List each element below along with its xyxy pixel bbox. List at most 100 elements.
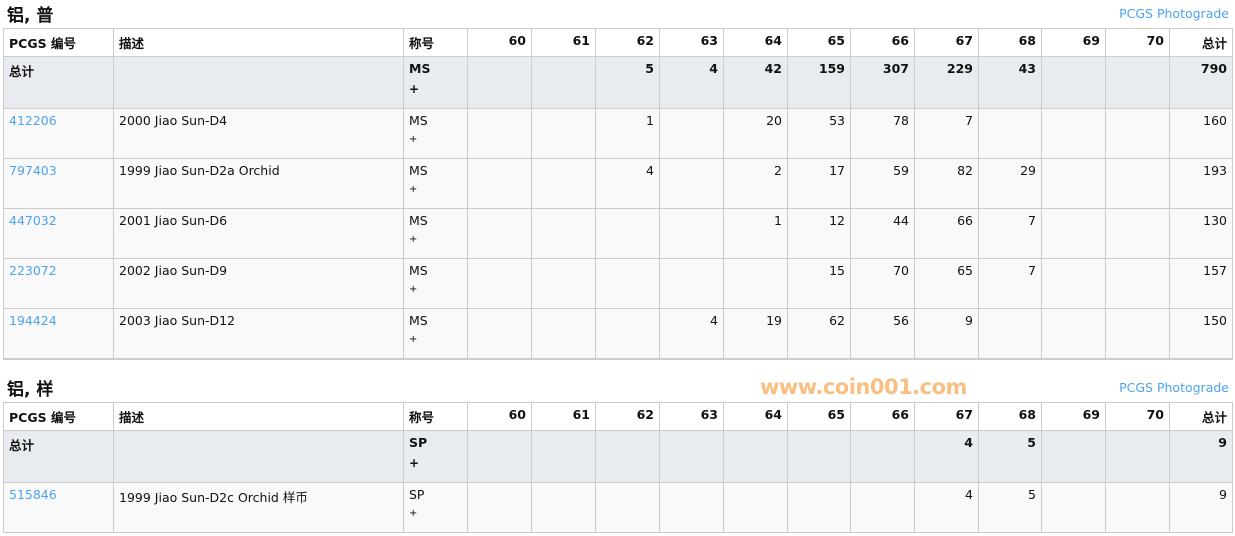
grade-count-cell: 7 <box>978 258 1042 309</box>
grade-count-cell <box>659 482 724 533</box>
col-header-grade: 63 <box>659 28 724 57</box>
col-header-total: 总计 <box>1169 402 1233 431</box>
grade-count-cell <box>787 482 851 533</box>
grade-count-cell <box>531 208 596 259</box>
grade-count-cell: 229 <box>914 56 979 109</box>
section-title: 铝, 样 <box>7 380 54 400</box>
header-row: PCGS 编号 描述 称号 60 61 62 63 64 65 66 67 68 69 70 总计 <box>3 28 1233 57</box>
grade-count-cell <box>467 258 532 309</box>
description-cell <box>113 430 404 483</box>
col-header-grade: 60 <box>467 28 532 57</box>
col-header-grade: 69 <box>1041 402 1106 431</box>
grade-count-cell <box>531 158 596 209</box>
grade-count-cell: 20 <box>723 108 788 159</box>
grade-count-cell <box>1041 308 1106 360</box>
designation-cell: MS + <box>403 258 468 309</box>
col-header-grade: 66 <box>850 402 915 431</box>
designation-cell: SP + <box>403 482 468 533</box>
col-header-grade: 60 <box>467 402 532 431</box>
grade-count-cell <box>1041 258 1106 309</box>
coin-id-link[interactable]: 797403 <box>9 163 57 178</box>
grade-count-cell <box>595 208 660 259</box>
grade-count-cell: 7 <box>978 208 1042 259</box>
coin-id-link[interactable]: 223072 <box>9 263 57 278</box>
grade-section: 铝, 普 PCGS Photograde PCGS 编号 描述 称号 60 61 62 63 64… <box>3 0 1233 360</box>
grade-count-cell: 56 <box>850 308 915 360</box>
designation: MS <box>409 313 428 328</box>
description-cell <box>113 56 404 109</box>
row-total-cell: 150 <box>1169 308 1233 360</box>
designation: MS <box>409 61 431 76</box>
id-cell: 总计 <box>3 56 114 109</box>
row-total-cell: 9 <box>1169 430 1233 483</box>
grade-count-cell <box>723 258 788 309</box>
grade-count-cell <box>1105 258 1170 309</box>
col-header-grade: 69 <box>1041 28 1106 57</box>
row-total-cell: 157 <box>1169 258 1233 309</box>
grade-count-cell <box>595 308 660 360</box>
grade-count-cell <box>850 430 915 483</box>
plus-designation: + <box>409 234 418 245</box>
coin-id-link[interactable]: 447032 <box>9 213 57 228</box>
col-header-id: PCGS 编号 <box>3 28 114 57</box>
plus-designation: + <box>409 284 418 295</box>
grade-count-cell: 5 <box>978 430 1042 483</box>
photograde-link[interactable]: PCGS Photograde <box>1119 380 1229 395</box>
grade-count-cell: 4 <box>659 56 724 109</box>
grade-count-cell <box>1041 430 1106 483</box>
table-row: 194424 2003 Jiao Sun-D12 MS +4 19 62 56 9 150 <box>3 308 1233 360</box>
row-total-cell: 790 <box>1169 56 1233 109</box>
total-label: 总计 <box>9 438 35 453</box>
grade-count-cell: 70 <box>850 258 915 309</box>
col-header-grade: 67 <box>914 28 979 57</box>
grade-count-cell: 15 <box>787 258 851 309</box>
grade-count-cell <box>659 108 724 159</box>
grade-count-cell <box>531 482 596 533</box>
grade-count-cell: 42 <box>723 56 788 109</box>
grade-count-cell <box>850 482 915 533</box>
grade-count-cell <box>659 208 724 259</box>
designation: MS <box>409 163 428 178</box>
col-header-grade: 63 <box>659 402 724 431</box>
designation-cell: MS + <box>403 56 468 109</box>
grade-count-cell <box>595 258 660 309</box>
row-total-cell: 9 <box>1169 482 1233 533</box>
description-cell: 2001 Jiao Sun-D6 <box>113 208 404 259</box>
designation: MS <box>409 213 428 228</box>
grade-count-cell: 65 <box>914 258 979 309</box>
header-row: PCGS 编号 描述 称号 60 61 62 63 64 65 66 67 68 69 70 总计 <box>3 402 1233 431</box>
plus-designation: + <box>409 334 418 345</box>
coin-id-link[interactable]: 194424 <box>9 313 57 328</box>
coin-id-link[interactable]: 412206 <box>9 113 57 128</box>
grade-count-cell: 5 <box>595 56 660 109</box>
coin-id-link[interactable]: 515846 <box>9 487 57 502</box>
grade-count-cell <box>1041 108 1106 159</box>
grade-count-cell <box>531 430 596 483</box>
grade-count-cell <box>595 482 660 533</box>
watermark-logo: www.coin001.com <box>760 375 967 399</box>
col-header-grade: 62 <box>595 402 660 431</box>
col-header-grade: 62 <box>595 28 660 57</box>
row-total-cell: 130 <box>1169 208 1233 259</box>
total-row: 总计 MS +5 4 42 159 307 229 43 790 <box>3 56 1233 109</box>
photograde-link[interactable]: PCGS Photograde <box>1119 6 1229 21</box>
grade-count-cell <box>1041 158 1106 209</box>
grade-count-cell <box>531 308 596 360</box>
id-cell: 223072 <box>3 258 114 309</box>
grade-count-cell: 7 <box>914 108 979 159</box>
id-cell: 总计 <box>3 430 114 483</box>
designation: MS <box>409 263 428 278</box>
col-header-grade: 61 <box>531 28 596 57</box>
grade-count-cell: 59 <box>850 158 915 209</box>
grade-count-cell: 4 <box>659 308 724 360</box>
grade-count-cell: 78 <box>850 108 915 159</box>
description-cell: 2002 Jiao Sun-D9 <box>113 258 404 309</box>
col-header-grade: 70 <box>1105 28 1170 57</box>
plus-designation: + <box>409 508 418 519</box>
grade-count-cell: 44 <box>850 208 915 259</box>
designation-cell: MS + <box>403 308 468 360</box>
description-cell: 1999 Jiao Sun-D2c Orchid 样币 <box>113 482 404 533</box>
grade-count-cell <box>1105 108 1170 159</box>
table-row: 223072 2002 Jiao Sun-D9 MS +15 70 65 7 157 <box>3 258 1233 309</box>
grade-count-cell <box>467 482 532 533</box>
